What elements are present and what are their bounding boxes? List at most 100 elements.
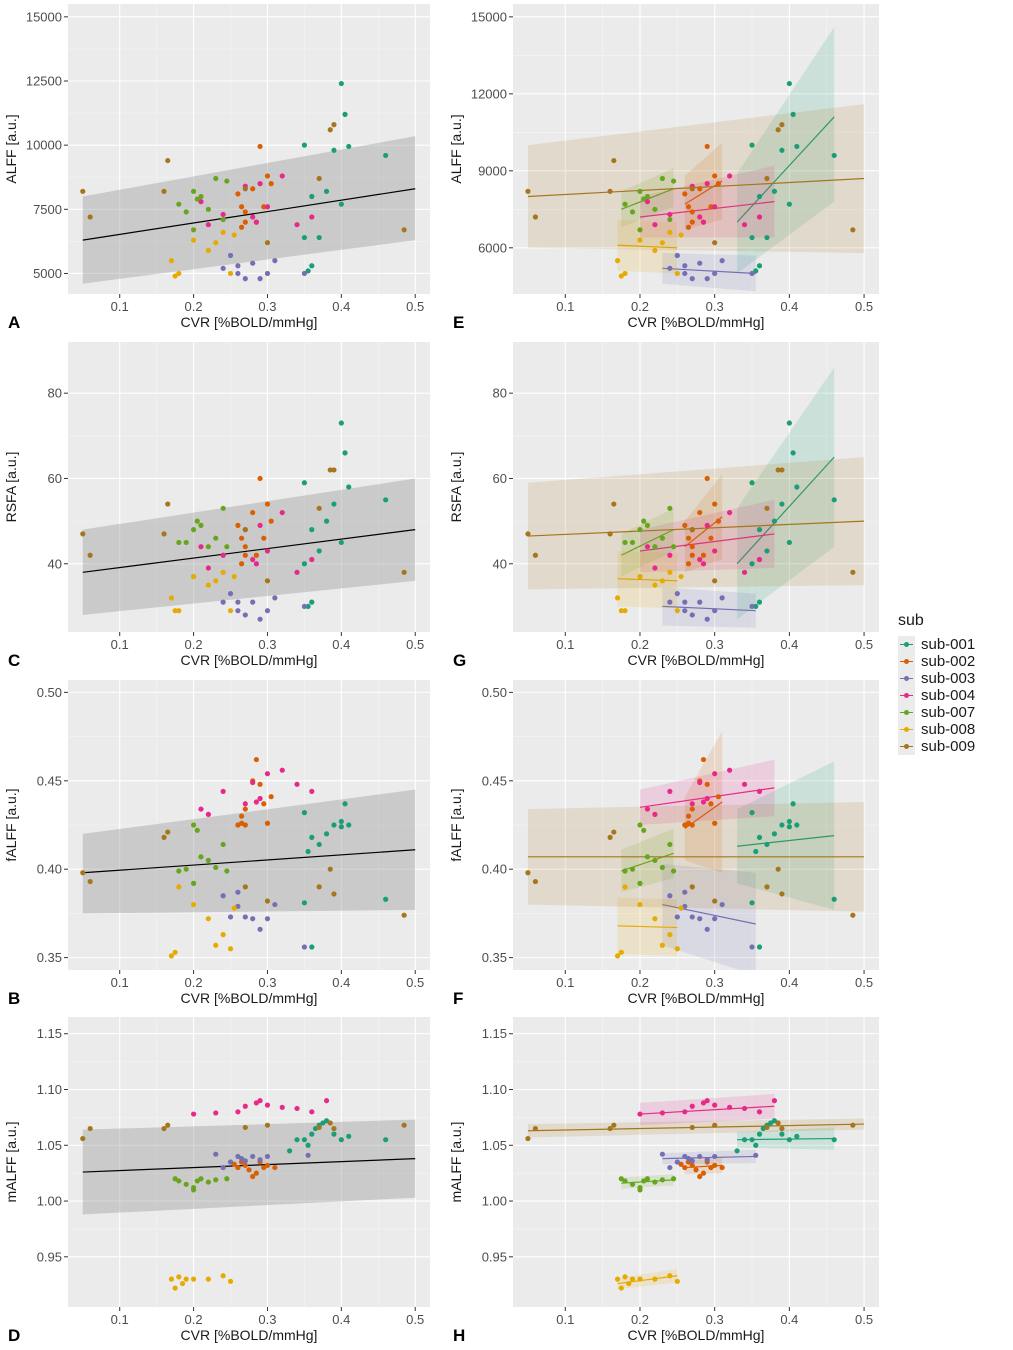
- point-sub-003: [264, 1153, 271, 1160]
- point-sub-008: [176, 270, 182, 277]
- point-sub-008: [674, 608, 680, 614]
- point-sub-009: [532, 1125, 539, 1132]
- point-sub-009: [161, 1125, 167, 1132]
- point-sub-004: [294, 781, 300, 787]
- point-sub-002: [261, 801, 267, 807]
- point-sub-002: [685, 224, 692, 230]
- point-sub-001: [831, 896, 837, 902]
- point-sub-002: [239, 813, 245, 819]
- x-tick-label: 0.3: [706, 637, 724, 652]
- panel-letter: B: [8, 989, 20, 1008]
- point-sub-008: [674, 270, 680, 277]
- point-sub-003: [242, 914, 248, 920]
- point-sub-002: [685, 813, 692, 819]
- point-sub-004: [309, 788, 315, 795]
- point-sub-009: [264, 240, 271, 246]
- point-sub-009: [689, 884, 695, 890]
- x-tick-label: 0.2: [185, 1312, 203, 1327]
- legend-label: sub-004: [921, 687, 976, 704]
- panel-letter: H: [453, 1326, 465, 1345]
- panel-letter: C: [8, 651, 20, 670]
- point-sub-009: [80, 870, 86, 876]
- fit-sub-004-ribbon: [639, 759, 775, 825]
- point-sub-007: [637, 227, 643, 233]
- point-sub-004: [667, 211, 673, 218]
- x-tick-label: 0.4: [780, 637, 798, 652]
- point-sub-004: [242, 801, 248, 807]
- point-sub-008: [614, 1276, 621, 1282]
- point-sub-001: [309, 1131, 315, 1137]
- point-sub-004: [652, 811, 658, 817]
- point-sub-007: [618, 1176, 624, 1182]
- point-sub-004: [294, 569, 300, 575]
- legend-item-sub-003: sub-003: [898, 670, 1008, 687]
- point-sub-009: [80, 188, 86, 194]
- point-sub-009: [161, 531, 167, 537]
- point-sub-003: [682, 263, 688, 269]
- y-tick-label: 40: [493, 556, 507, 571]
- point-sub-009: [327, 1120, 333, 1126]
- point-sub-008: [622, 884, 628, 890]
- point-sub-009: [775, 127, 781, 133]
- point-sub-009: [316, 1124, 322, 1131]
- point-sub-008: [172, 1285, 178, 1291]
- point-sub-004: [697, 779, 703, 786]
- point-sub-002: [715, 181, 722, 187]
- y-tick-label: 0.95: [37, 1249, 62, 1264]
- point-sub-004: [682, 1109, 688, 1115]
- point-sub-008: [205, 916, 211, 922]
- y-tick-label: 0.40: [37, 862, 62, 877]
- x-tick-label: 0.4: [332, 299, 350, 314]
- point-sub-009: [264, 898, 271, 904]
- point-sub-008: [190, 1276, 197, 1282]
- point-sub-001: [756, 834, 763, 840]
- fit-sub-001-ribbon: [737, 27, 835, 274]
- y-tick-label: 1.15: [37, 1026, 62, 1041]
- point-sub-007: [622, 201, 628, 207]
- fit-sub-001-line: [737, 835, 835, 847]
- fit-sub-004-line: [639, 533, 775, 552]
- point-sub-001: [749, 480, 755, 486]
- point-sub-003: [235, 889, 241, 895]
- point-sub-003: [689, 612, 695, 618]
- point-sub-003: [242, 612, 248, 618]
- point-sub-009: [607, 834, 613, 840]
- point-sub-007: [194, 196, 200, 202]
- point-sub-007: [224, 178, 230, 184]
- y-tick-label: 0.35: [482, 950, 507, 965]
- point-sub-003: [749, 603, 755, 610]
- point-sub-003: [667, 599, 673, 605]
- point-sub-001: [323, 831, 330, 837]
- point-sub-008: [667, 1273, 673, 1279]
- x-tick-label: 0.2: [185, 975, 203, 990]
- point-sub-008: [659, 578, 665, 584]
- point-sub-003: [257, 926, 263, 932]
- point-sub-009: [532, 878, 539, 885]
- fit-layer: [527, 731, 865, 970]
- point-sub-009: [525, 188, 531, 194]
- point-sub-007: [176, 868, 182, 874]
- point-sub-007: [213, 175, 219, 182]
- point-sub-002: [242, 1162, 248, 1168]
- point-sub-008: [637, 1276, 643, 1282]
- point-sub-008: [168, 595, 175, 601]
- point-sub-007: [213, 864, 219, 871]
- fit-sub-003-ribbon: [662, 587, 756, 628]
- point-sub-009: [165, 157, 171, 164]
- point-sub-009: [87, 1125, 93, 1132]
- fit-layer: [527, 367, 865, 628]
- point-sub-004: [700, 561, 707, 567]
- point-sub-004: [253, 799, 259, 805]
- point-sub-007: [224, 544, 230, 550]
- point-sub-004: [264, 204, 271, 210]
- x-tick-label: 0.3: [258, 975, 276, 990]
- point-sub-003: [674, 1159, 680, 1165]
- point-sub-002: [697, 1173, 703, 1180]
- x-tick-label: 0.1: [556, 1312, 574, 1327]
- point-sub-007: [659, 864, 665, 871]
- point-sub-001: [753, 848, 759, 855]
- point-sub-004: [309, 214, 315, 220]
- point-sub-002: [239, 224, 245, 230]
- point-sub-008: [652, 1276, 658, 1282]
- point-sub-007: [641, 196, 647, 202]
